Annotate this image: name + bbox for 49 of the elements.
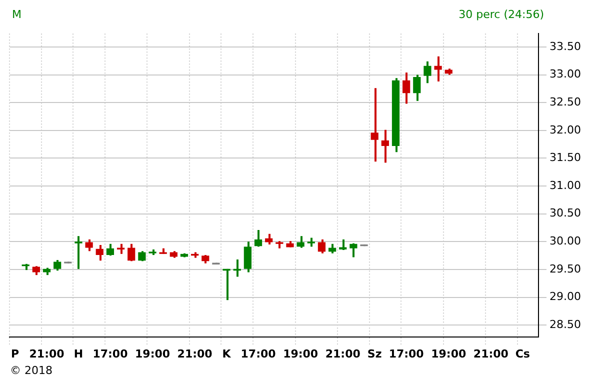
candlestick bbox=[254, 228, 262, 248]
candlestick bbox=[138, 250, 146, 262]
candlestick bbox=[96, 244, 104, 262]
candlestick bbox=[74, 235, 82, 270]
candlestick bbox=[434, 55, 442, 82]
x-tick-label: 19:00 bbox=[135, 347, 170, 360]
x-tick-label: Sz bbox=[367, 347, 382, 360]
candlestick bbox=[370, 87, 378, 163]
text: M bbox=[12, 8, 22, 23]
x-tick-label: 19:00 bbox=[431, 347, 466, 360]
x-tick-label: 21:00 bbox=[29, 347, 65, 360]
y-tick-label: 31.00 bbox=[550, 178, 582, 192]
candlestick bbox=[54, 259, 62, 272]
candlestick bbox=[339, 238, 347, 252]
x-tick-label: H bbox=[74, 347, 84, 360]
y-tick-label: 29.00 bbox=[550, 290, 582, 304]
candlestick bbox=[318, 238, 326, 254]
candlestick bbox=[381, 128, 389, 164]
candlestick bbox=[106, 242, 114, 257]
text: 30 perc (24:56) bbox=[458, 8, 544, 23]
candlestick bbox=[244, 240, 252, 274]
candlestick bbox=[413, 74, 421, 102]
y-tick-label: 29.50 bbox=[550, 262, 582, 276]
candlestick bbox=[424, 60, 432, 84]
x-tick-label: 17:00 bbox=[388, 347, 424, 360]
x-tick-label: 17:00 bbox=[240, 347, 276, 360]
x-tick-label: 21:00 bbox=[325, 347, 361, 360]
y-tick-label: 30.50 bbox=[550, 206, 582, 220]
x-tick-label: P bbox=[11, 347, 20, 360]
y-tick-label: 32.50 bbox=[550, 95, 582, 108]
candlestick bbox=[350, 242, 358, 258]
x-tick-label: 19:00 bbox=[283, 347, 318, 360]
x-tick-label: K bbox=[222, 347, 232, 360]
text: © 2018 bbox=[10, 364, 52, 377]
y-tick-label: 30.00 bbox=[550, 234, 582, 248]
candlestick bbox=[402, 72, 410, 105]
y-tick-label: 31.50 bbox=[550, 151, 582, 164]
x-tick-label: 21:00 bbox=[177, 347, 213, 360]
candlestick bbox=[222, 268, 230, 302]
candlestick bbox=[296, 235, 304, 249]
y-tick-label: 32.00 bbox=[550, 123, 582, 136]
x-tick-label: 21:00 bbox=[473, 347, 509, 360]
x-tick-label: 17:00 bbox=[92, 347, 128, 360]
candlestick bbox=[85, 238, 93, 252]
candlestick bbox=[128, 242, 136, 262]
y-tick-label: 28.50 bbox=[550, 318, 582, 331]
y-tick-label: 33.50 bbox=[550, 40, 582, 53]
x-tick-label: Cs bbox=[515, 347, 530, 360]
y-tick-label: 33.00 bbox=[550, 68, 582, 81]
